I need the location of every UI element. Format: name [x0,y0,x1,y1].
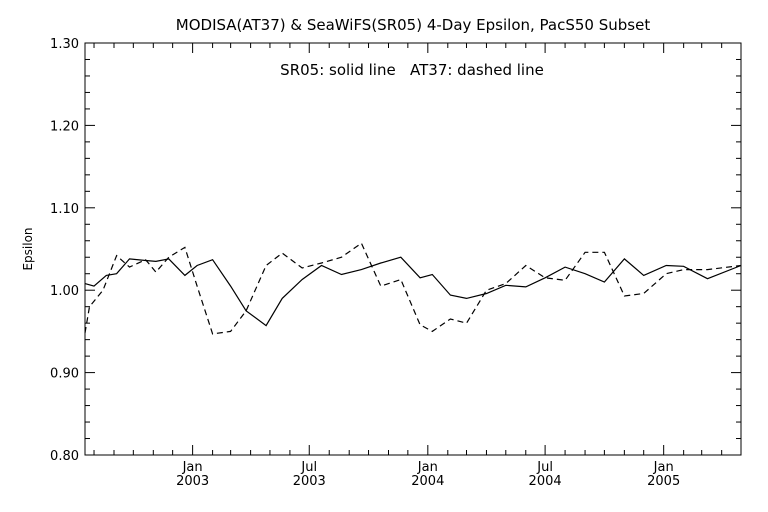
y-tick-label: 0.80 [50,449,79,464]
chart-title: MODISA(AT37) & SeaWiFS(SR05) 4-Day Epsil… [176,16,651,34]
x-tick-label-year: 2004 [529,474,562,489]
series-line-at37 [84,242,742,335]
plot-frame [84,42,742,456]
y-tick-label: 0.90 [50,367,79,382]
x-tick-label-year: 2004 [411,474,444,489]
y-tick-label: 1.00 [50,284,79,299]
x-tick-label-month: Jul [536,460,553,475]
x-tick-label-month: Jan [653,460,674,475]
x-tick-label-month: Jan [182,460,203,475]
x-tick-label-year: 2003 [293,474,326,489]
y-tick-label: 1.10 [50,202,79,217]
x-tick-label-year: 2005 [647,474,680,489]
axis-ticks: 0.800.901.001.101.201.30Jan2003Jul2003Ja… [50,37,741,489]
series-annotation: SR05: solid line AT37: dashed line [280,61,544,79]
y-tick-label: 1.30 [50,37,79,52]
series-layer [84,242,742,335]
y-tick-label: 1.20 [50,119,79,134]
y-axis-label: Epsilon [21,227,35,270]
x-tick-label-year: 2003 [176,474,209,489]
x-tick-label-month: Jul [300,460,317,475]
series-line-sr05 [84,256,742,327]
x-tick-label-month: Jan [417,460,438,475]
